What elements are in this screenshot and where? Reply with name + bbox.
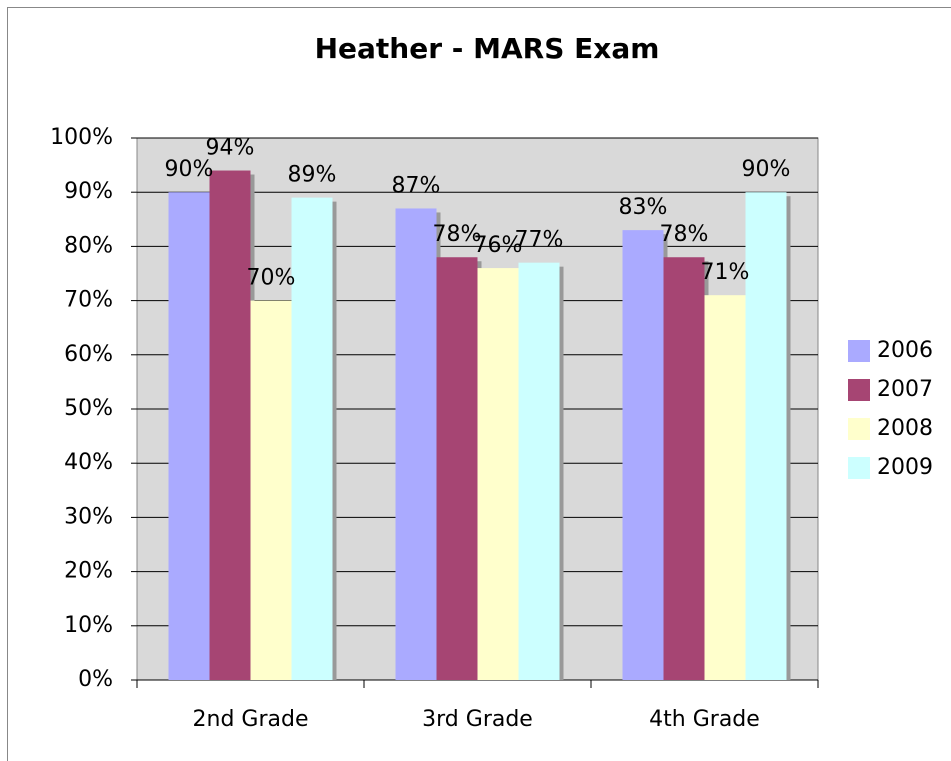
- y-tick-label: 80%: [64, 233, 113, 258]
- data-label: 90%: [742, 157, 791, 182]
- data-label: 76%: [474, 233, 523, 258]
- legend-label: 2008: [877, 416, 933, 441]
- bar: [704, 295, 746, 680]
- y-tick-label: 50%: [64, 396, 113, 421]
- bar: [250, 300, 292, 680]
- y-tick-label: 10%: [64, 613, 113, 638]
- x-tick-label: 3rd Grade: [422, 707, 533, 732]
- data-label: 78%: [660, 222, 709, 247]
- bar: [518, 262, 560, 680]
- data-label: 78%: [433, 222, 482, 247]
- bar: [395, 208, 437, 680]
- y-tick-label: 0%: [78, 667, 113, 692]
- legend-swatch: [848, 418, 870, 440]
- x-tick-label: 4th Grade: [649, 707, 760, 732]
- y-tick-label: 90%: [64, 179, 113, 204]
- bar: [291, 197, 333, 680]
- y-tick-label: 70%: [64, 288, 113, 313]
- chart-title: Heather - MARS Exam: [315, 32, 660, 65]
- y-tick-label: 40%: [64, 450, 113, 475]
- legend-label: 2007: [877, 377, 933, 402]
- bar: [663, 257, 705, 680]
- bar: [209, 170, 251, 680]
- legend-swatch: [848, 379, 870, 401]
- bar: [745, 192, 787, 680]
- data-label: 87%: [392, 173, 441, 198]
- data-label: 71%: [701, 260, 750, 285]
- bar: [622, 230, 664, 680]
- x-tick-label: 2nd Grade: [193, 707, 309, 732]
- data-label: 70%: [247, 266, 296, 291]
- y-tick-label: 30%: [64, 504, 113, 529]
- legend-swatch: [848, 340, 870, 362]
- legend-label: 2009: [877, 455, 933, 480]
- legend-label: 2006: [877, 338, 933, 363]
- data-label: 83%: [619, 195, 668, 220]
- y-tick-label: 100%: [50, 125, 113, 150]
- legend-swatch: [848, 457, 870, 479]
- data-label: 94%: [206, 136, 255, 161]
- bar: [168, 192, 210, 680]
- bar: [477, 268, 519, 680]
- data-label: 77%: [515, 228, 564, 253]
- data-label: 89%: [288, 163, 337, 188]
- bar: [436, 257, 478, 680]
- data-label: 90%: [165, 157, 214, 182]
- y-tick-label: 60%: [64, 342, 113, 367]
- y-tick-label: 20%: [64, 559, 113, 584]
